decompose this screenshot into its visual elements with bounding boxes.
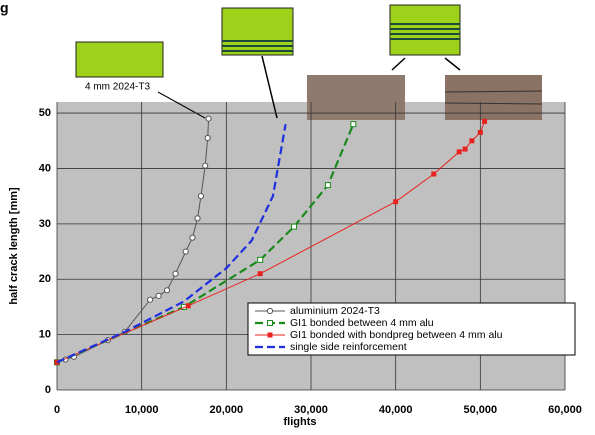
x-tick-label: 60,000 (548, 404, 582, 416)
point (325, 183, 330, 188)
point (393, 199, 398, 204)
point (469, 138, 474, 143)
point (206, 116, 211, 121)
legend-marker (267, 308, 272, 313)
page: g 4 mm 2024-T3 flights half crack length… (0, 0, 595, 435)
y-tick-label: 20 (39, 273, 51, 285)
x-tick-label: 30,000 (294, 404, 328, 416)
point (173, 271, 178, 276)
y-axis-label: half crack length [mm] (8, 187, 20, 305)
point (186, 303, 191, 308)
point (258, 271, 263, 276)
point (203, 163, 208, 168)
legend-label: GI1 bonded between 4 mm alu (290, 317, 434, 329)
x-tick-label: 50,000 (464, 404, 498, 416)
point (156, 293, 161, 298)
point (205, 135, 210, 140)
y-tick-label: 0 (45, 384, 51, 396)
y-tick-label: 50 (39, 107, 51, 119)
legend-marker (268, 321, 273, 326)
point (258, 257, 263, 262)
y-tick-label: 10 (39, 329, 51, 341)
annotation: 4 mm 2024-T3 (85, 82, 150, 93)
point (478, 130, 483, 135)
legend-label: aluminium 2024-T3 (290, 305, 380, 317)
point (457, 149, 462, 154)
y-tick-label: 30 (39, 218, 51, 230)
legend-label: single side reinforcement (290, 341, 407, 353)
x-axis-label: flights (284, 416, 317, 428)
corner-label: g (0, 0, 9, 16)
point (292, 224, 297, 229)
y-tick-label: 40 (39, 162, 51, 174)
arrow (392, 58, 405, 70)
x-tick-label: 40,000 (379, 404, 413, 416)
point (482, 119, 487, 124)
point (431, 172, 436, 177)
specimen-plain (76, 42, 163, 77)
legend-label: GI1 bonded with bondpreg between 4 mm al… (290, 329, 503, 341)
point (190, 235, 195, 240)
arrow (445, 58, 460, 70)
point (183, 249, 188, 254)
specimen-bottom-layers (222, 8, 293, 55)
x-tick-label: 20,000 (210, 404, 244, 416)
chart: g 4 mm 2024-T3 flights half crack length… (0, 0, 595, 430)
point (164, 288, 169, 293)
point (351, 122, 356, 127)
point (195, 216, 200, 221)
point (463, 147, 468, 152)
point (198, 194, 203, 199)
point (148, 297, 153, 302)
x-tick-label: 0 (54, 404, 60, 416)
x-tick-label: 10,000 (125, 404, 159, 416)
specimen-middle-layers (390, 5, 460, 55)
legend-marker (268, 333, 273, 338)
